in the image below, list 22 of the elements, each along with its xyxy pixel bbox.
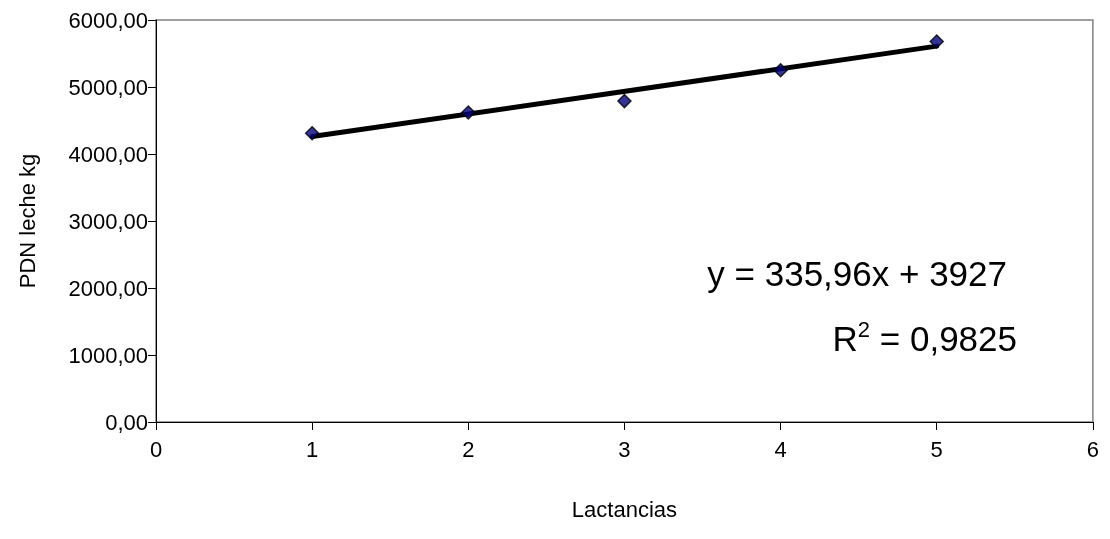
y-tick-label: 6000,00: [68, 7, 148, 33]
point: [304, 125, 320, 141]
x-axis-title: Lactancias: [571, 496, 678, 522]
annotation: y = 335,96x + 3927: [707, 254, 1007, 293]
y-tick-label: 2000,00: [68, 275, 148, 301]
x-tick-label: 4: [774, 436, 787, 462]
y-tick-label: 0,00: [105, 409, 148, 435]
point: [461, 105, 476, 120]
x-tick-label: 5: [930, 436, 943, 462]
x-tick-label: 2: [462, 436, 475, 462]
x-tick-label: 0: [149, 436, 163, 462]
y-tick-label: 5000,00: [68, 74, 148, 100]
point: [773, 63, 788, 78]
y-tick-label: 4000,00: [68, 141, 148, 167]
y-tick-label: 1000,00: [68, 342, 148, 368]
x-tick-label: 1: [306, 436, 319, 462]
x-tick-label: 6: [1086, 436, 1100, 462]
x-tick-label: 3: [618, 436, 631, 462]
y-tick-label: 3000,00: [68, 208, 148, 234]
y-axis-title: PDN leche kg: [14, 153, 40, 289]
point: [929, 34, 944, 49]
point: [617, 93, 632, 109]
